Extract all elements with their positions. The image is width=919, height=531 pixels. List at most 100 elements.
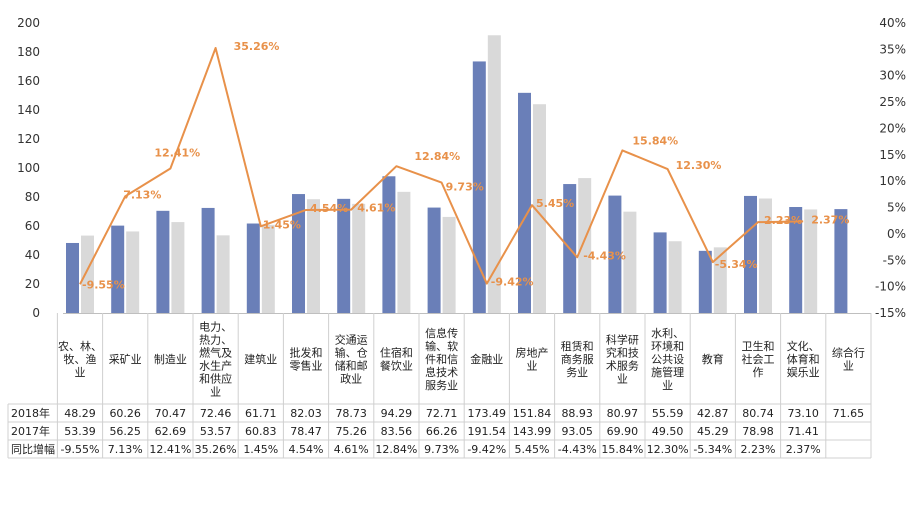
table-cell: 94.29 [381,407,413,420]
table-cell: 78.47 [290,425,322,438]
y-right-tick-label: -10% [875,280,906,294]
table-cell: -9.42% [467,443,506,456]
table-cell: 56.25 [109,425,141,438]
category-label: 综合行业 [832,346,865,373]
bar-2017 [759,198,772,313]
table-cell: 143.99 [513,425,552,438]
bar-2018 [292,194,305,313]
bar-2017 [713,247,727,313]
bar-2017 [126,231,140,313]
bar-2017 [216,235,230,313]
growth-data-label: 12.41% [154,146,200,159]
y-left-tick-label: 120 [17,132,40,146]
bar-2017 [307,199,320,313]
table-cell: 35.26% [195,443,237,456]
category-label: 科学研究和技术服务业 [606,333,639,386]
growth-data-label: 12.84% [414,150,460,163]
growth-data-label: 4.54% [310,202,348,215]
bar-2018 [834,209,848,313]
bar-2017 [352,203,366,313]
category-label: 批发和零售业 [290,346,323,373]
bar-series [63,35,871,314]
table-cell: 49.50 [652,425,684,438]
category-label: 教育 [702,352,724,366]
category-label: 采矿业 [109,353,142,366]
y-left-tick-label: 100 [17,161,40,175]
growth-data-label: 1.45% [263,218,301,231]
growth-data-label: 2.37% [811,213,849,226]
table-cell: 4.61% [334,443,369,456]
table-cell: 12.84% [375,443,417,456]
y-axis-right: -15% -10% -5% 0% 5% 10% 15% 20% 25% 30% 35% 40% [875,16,906,320]
table-cell: 71.65 [833,407,865,420]
y-right-tick-label: 10% [879,174,906,188]
bar-2018 [427,207,441,313]
bar-2017 [533,104,546,313]
bar-2018 [653,232,667,313]
category-label: 交通运输、仓储和邮政业 [335,333,368,386]
table-cell: 9.73% [424,443,459,456]
table-row-label: 2017年 [11,424,50,438]
category-label: 租赁和商务服务业 [561,339,594,379]
growth-data-label: 15.84% [632,134,678,147]
y-right-tick-label: 20% [879,121,906,135]
growth-data-label: 4.61% [357,202,395,215]
table-cell: 55.59 [652,407,684,420]
bar-2017 [668,241,682,313]
table-cell: 60.83 [245,425,277,438]
bar-2018 [156,210,170,313]
bar-2018 [382,176,396,313]
table-cell: 80.97 [607,407,639,420]
table-cell: -9.55% [61,443,100,456]
category-label: 制造业 [154,352,187,366]
category-label: 建筑业 [244,352,277,366]
table-cell: 60.26 [109,407,141,420]
table-cell: 71.41 [787,425,819,438]
bar-2017 [578,178,592,313]
table-row-label: 同比增幅 [11,442,55,456]
bar-2017 [804,209,818,313]
bar-2018 [744,195,757,313]
bar-2017 [261,224,275,313]
growth-data-label: 12.30% [676,159,722,172]
table-cell: 53.57 [200,425,232,438]
table-cell: -5.34% [693,443,732,456]
y-left-tick-label: 60 [25,219,40,233]
table-cell: 73.10 [787,407,819,420]
growth-data-label: 9.73% [446,181,484,194]
table-cell: 83.56 [381,425,413,438]
table-cell: 4.54% [289,443,324,456]
table-cell: 151.84 [513,407,552,420]
table-cell: 72.46 [200,407,232,420]
table-cell: 75.26 [335,425,367,438]
table-cell: 80.74 [742,407,774,420]
table-cell: 7.13% [108,443,143,456]
y-right-tick-label: 40% [879,16,906,30]
y-left-tick-label: 0 [32,306,40,320]
category-label: 电力、热力、燃气及水生产和供应业 [199,321,232,399]
table-cell: 1.45% [243,443,278,456]
growth-data-label: 5.45% [536,197,574,210]
growth-data-label: -9.42% [491,276,534,289]
y-axis-left: 0 20 40 60 80 100 120 140 160 180 200 [17,16,40,320]
table-cell: 70.47 [155,407,187,420]
bar-2018 [337,198,351,313]
y-left-tick-label: 80 [25,190,40,204]
table-cell: 12.30% [647,443,689,456]
bar-2017 [397,191,411,313]
bar-2017 [623,211,637,313]
growth-data-label: 2.23% [764,214,802,227]
table-cell: 48.29 [64,407,96,420]
y-right-tick-label: 30% [879,69,906,83]
category-label: 金融业 [470,352,503,366]
bar-2017 [442,216,456,313]
y-left-tick-label: 40 [25,248,40,262]
bar-2018 [111,225,125,313]
bar-2018 [698,250,712,313]
bar-2018 [518,92,531,313]
table-cell: 191.54 [468,425,507,438]
category-label: 卫生和社会工作 [742,339,775,379]
table-cell: 45.29 [697,425,729,438]
bar-2017 [171,222,185,313]
